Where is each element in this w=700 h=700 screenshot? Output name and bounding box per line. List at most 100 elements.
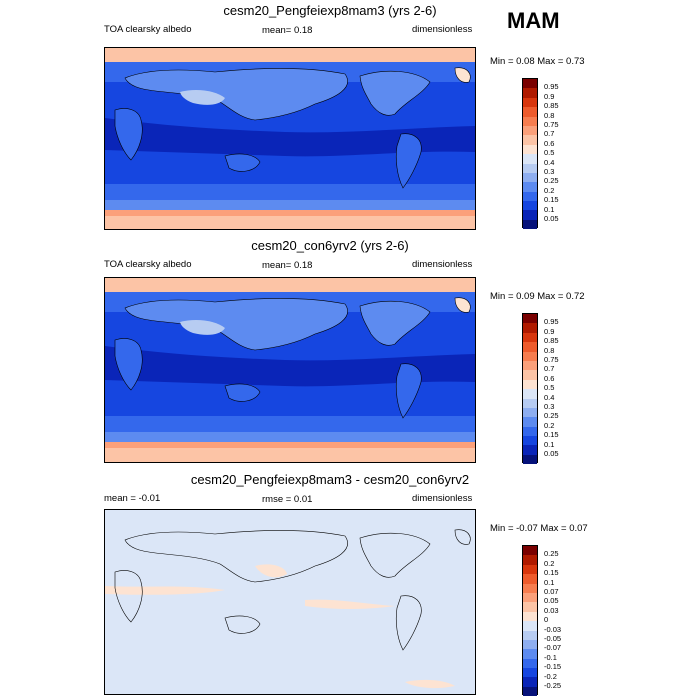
colorbar-swatch	[523, 351, 537, 361]
colorbar-swatch	[523, 332, 537, 343]
colorbar-tick-label: 0.2	[544, 185, 555, 195]
panel-1-variable-label: TOA clearsky albedo	[104, 24, 192, 35]
panel-3-minmax: Min = -0.07 Max = 0.07	[490, 523, 588, 534]
panel-2-title: cesm20_con6yrv2 (yrs 2-6)	[251, 238, 409, 253]
colorbar-tick-label: 0.7	[544, 364, 555, 374]
panel-3-rmse-label: rmse = 0.01	[262, 494, 313, 505]
colorbar-tick-label: -0.2	[544, 671, 557, 681]
colorbar-swatch	[523, 445, 537, 455]
colorbar-swatch	[523, 555, 537, 565]
panel-2-minmax: Min = 0.09 Max = 0.72	[490, 291, 585, 302]
colorbar-swatch	[523, 182, 537, 192]
colorbar-tick-label: 0.6	[544, 373, 555, 383]
panel-2-variable-label: TOA clearsky albedo	[104, 259, 192, 270]
panel-3-colorbar: 0.25 0.2 0.15 0.1 0.07 0.05 0.03 0 -0.03 -0.05 -0.…	[522, 545, 561, 697]
panel-1-colorbar-swatches	[522, 78, 538, 230]
colorbar-swatch	[523, 360, 537, 371]
colorbar-tick-label: 0.5	[544, 148, 555, 158]
panel-3-map-plot	[105, 510, 475, 694]
colorbar-swatch	[523, 630, 537, 640]
colorbar-tick-label: 0.9	[544, 326, 555, 336]
colorbar-swatch	[523, 323, 537, 333]
panel-1-mean-label: mean= 0.18	[262, 25, 313, 36]
colorbar-swatch	[523, 677, 537, 687]
colorbar-tick-label: -0.07	[544, 643, 562, 653]
colorbar-swatch	[523, 116, 537, 126]
colorbar-tick-label: 0.4	[544, 157, 555, 167]
colorbar-tick-label: -0.25	[544, 681, 562, 690]
colorbar-tick-label: 0.15	[544, 195, 559, 205]
colorbar-swatch	[523, 379, 537, 390]
colorbar-tick-label: 0.1	[544, 439, 555, 449]
colorbar-swatch	[523, 210, 537, 220]
panel-1-colorbar: 0.95 0.9 0.85 0.8 0.75 0.7 0.6 0.5 0.4 0.3 0.25 0.2…	[522, 78, 559, 230]
colorbar-tick-label: 0.75	[544, 120, 559, 129]
colorbar-swatch	[523, 426, 537, 437]
colorbar-tick-label: 0.95	[544, 317, 559, 327]
panel-2-mean-label: mean= 0.18	[262, 260, 313, 271]
colorbar-tick-label: 0.1	[544, 577, 555, 587]
colorbar-tick-label: 0.03	[544, 605, 559, 615]
colorbar-swatch	[523, 454, 537, 465]
colorbar-tick-label: 0.05	[544, 449, 559, 458]
colorbar-tick-label: 0.05	[544, 596, 559, 606]
colorbar-tick-label: 0.25	[544, 411, 559, 421]
colorbar-tick-label: 0.15	[544, 568, 559, 578]
colorbar-swatch	[523, 88, 537, 98]
colorbar-swatch	[523, 546, 537, 556]
colorbar-tick-label: 0.2	[544, 558, 555, 568]
colorbar-swatch	[523, 686, 537, 697]
colorbar-swatch	[523, 135, 537, 145]
colorbar-swatch	[523, 621, 537, 631]
panel-2-units-label: dimensionless	[412, 259, 473, 270]
panel-3-title: cesm20_Pengfeiexp8mam3 - cesm20_con6yrv2	[190, 472, 470, 487]
colorbar-swatch	[523, 658, 537, 669]
colorbar-swatch	[523, 163, 537, 173]
colorbar-tick-label: -0.03	[544, 624, 562, 634]
colorbar-tick-label: 0.95	[544, 82, 559, 92]
colorbar-swatch	[523, 370, 537, 380]
colorbar-tick-label: 0.1	[544, 204, 555, 214]
panel-3-mean-label: mean = -0.01	[104, 493, 161, 504]
colorbar-tick-label: 0.85	[544, 101, 559, 111]
colorbar-swatch	[523, 398, 537, 408]
colorbar-swatch	[523, 79, 537, 89]
panel-1-minmax: Min = 0.08 Max = 0.73	[490, 56, 585, 67]
colorbar-tick-label: 0.07	[544, 587, 559, 596]
season-label: MAM	[507, 8, 560, 33]
colorbar-tick-label: 0.5	[544, 383, 555, 393]
colorbar-tick-label: 0.3	[544, 402, 555, 411]
colorbar-tick-label: 0.25	[544, 176, 559, 186]
colorbar-swatch	[523, 342, 537, 352]
colorbar-swatch	[523, 191, 537, 202]
colorbar-tick-label: 0.05	[544, 214, 559, 223]
colorbar-swatch	[523, 314, 537, 324]
colorbar-swatch	[523, 154, 537, 164]
colorbar-swatch	[523, 649, 537, 659]
colorbar-tick-label: 0.7	[544, 129, 555, 139]
colorbar-swatch	[523, 97, 537, 108]
colorbar-swatch	[523, 201, 537, 211]
panel-2-map-plot	[105, 278, 475, 462]
colorbar-swatch	[523, 107, 537, 117]
colorbar-swatch	[523, 583, 537, 593]
colorbar-swatch	[523, 172, 537, 183]
panel-2-colorbar-swatches	[522, 313, 538, 465]
colorbar-tick-label: 0.8	[544, 345, 555, 355]
colorbar-swatch	[523, 611, 537, 622]
colorbar-swatch	[523, 389, 537, 399]
colorbar-swatch	[523, 564, 537, 575]
colorbar-swatch	[523, 219, 537, 230]
panel-2-map	[104, 277, 476, 463]
colorbar-swatch	[523, 407, 537, 418]
colorbar-swatch	[523, 592, 537, 603]
colorbar-swatch	[523, 125, 537, 136]
colorbar-swatch	[523, 668, 537, 678]
colorbar-tick-label: -0.15	[544, 662, 562, 672]
panel-3-colorbar-swatches	[522, 545, 538, 697]
panel-1-map	[104, 47, 476, 230]
colorbar-tick-label: 0.6	[544, 138, 555, 148]
colorbar-tick-label: -0.05	[544, 634, 562, 643]
colorbar-swatch	[523, 602, 537, 612]
colorbar-tick-label: 0.85	[544, 336, 559, 346]
